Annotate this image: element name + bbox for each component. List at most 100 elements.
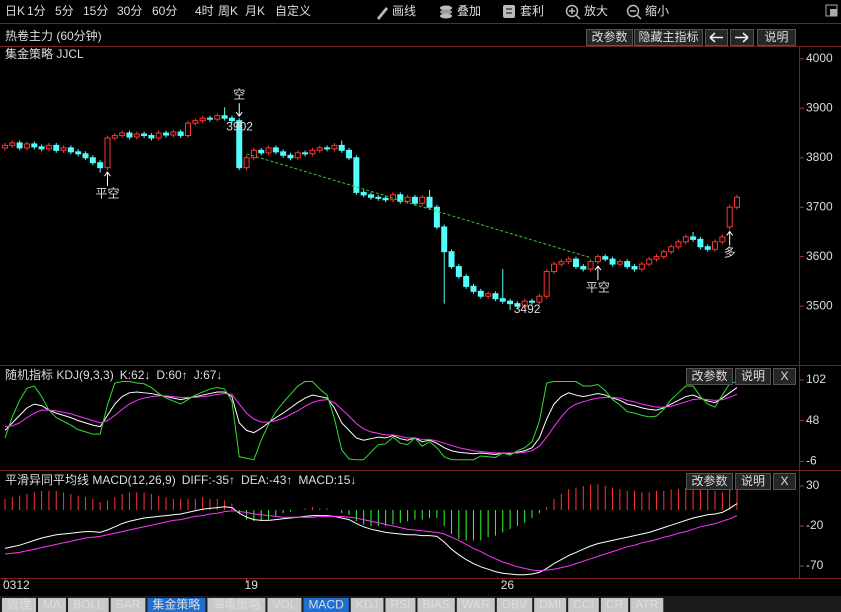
legend-entry: MACD:15↓ — [298, 473, 356, 487]
candle-body — [631, 266, 638, 270]
period-tab[interactable]: 30分 — [117, 4, 142, 18]
indicator-tab[interactable] — [600, 598, 629, 612]
period-tab[interactable]: 60分 — [152, 4, 177, 18]
period-tab[interactable]: 5分 — [55, 4, 74, 18]
tab-label[interactable]: VOL — [272, 598, 296, 612]
tab-label[interactable]: MACD — [308, 598, 344, 612]
tab-label[interactable]: DMI — [539, 598, 561, 612]
tab-label[interactable]: SAR — [116, 598, 141, 612]
button-label[interactable]: 改参数 — [691, 473, 727, 488]
indicator-tab[interactable] — [110, 598, 146, 612]
toolbar-right-icon[interactable] — [825, 4, 838, 17]
indicator-tab[interactable] — [303, 598, 349, 612]
button-label[interactable]: 隐藏主指标 — [638, 29, 698, 44]
candle-body — [221, 115, 228, 119]
indicator-tab[interactable] — [350, 598, 384, 612]
tab-label[interactable]: W&R — [462, 598, 490, 612]
button-label[interactable]: 改参数 — [591, 29, 627, 44]
header-button[interactable] — [634, 29, 703, 46]
candle-body — [624, 261, 631, 268]
indicator-tab[interactable] — [568, 598, 599, 612]
tab-label[interactable]: RSI — [390, 598, 410, 612]
header-button[interactable] — [735, 473, 771, 490]
tab-label[interactable]: BIAS — [422, 598, 449, 612]
tool-icon[interactable] — [440, 5, 452, 19]
indicator-tab[interactable] — [630, 598, 664, 612]
indicator-tab[interactable] — [385, 598, 416, 612]
period-tab[interactable]: 15分 — [83, 4, 108, 18]
candle-body — [426, 196, 433, 208]
icon-part — [440, 5, 452, 11]
indicator-tab[interactable] — [496, 598, 533, 612]
candle-body — [690, 236, 697, 240]
indicator-tab[interactable] — [417, 598, 455, 612]
tab-label[interactable]: CCI — [573, 598, 594, 612]
button-label[interactable]: 说明 — [764, 29, 788, 44]
candle-body — [404, 196, 411, 202]
button-label[interactable]: X — [780, 369, 788, 383]
period-tab[interactable]: 周K — [218, 4, 238, 18]
candle-body — [23, 143, 30, 149]
tab-label[interactable]: ATR — [635, 598, 658, 612]
header-button[interactable] — [773, 473, 796, 490]
indicator-tab[interactable] — [68, 598, 109, 612]
indicator-tab[interactable] — [267, 598, 302, 612]
period-tab[interactable]: 4时 — [195, 4, 214, 18]
tool-icon[interactable] — [377, 7, 388, 20]
tool-label[interactable]: 缩小 — [645, 3, 669, 18]
candle-body — [272, 147, 279, 153]
header-button[interactable] — [586, 29, 633, 46]
tool-label[interactable]: 画线 — [392, 4, 416, 18]
header-button[interactable] — [757, 29, 796, 46]
indicator-tab[interactable] — [534, 598, 567, 612]
signal-arrow — [594, 265, 602, 281]
candle-body — [206, 117, 213, 120]
candle-body — [587, 261, 594, 270]
button-label[interactable]: 说明 — [741, 368, 765, 383]
tool-label[interactable]: 套利 — [520, 4, 544, 18]
tab-label[interactable]: KDJ — [356, 598, 379, 612]
period-tab[interactable]: 1分 — [27, 4, 46, 18]
signal-label: 平空 — [586, 280, 610, 294]
tool-label[interactable]: 叠加 — [457, 4, 481, 18]
header-button[interactable] — [735, 368, 771, 385]
candle-body — [302, 152, 309, 155]
header-button[interactable] — [686, 368, 733, 385]
candle-body — [368, 194, 374, 198]
tool-icon[interactable] — [626, 4, 642, 20]
tab-label[interactable]: BOLL — [73, 598, 104, 612]
indicator-tab[interactable] — [38, 598, 67, 612]
tab-label[interactable]: OBV — [502, 598, 527, 612]
button-label[interactable]: 改参数 — [691, 368, 727, 383]
tab-label[interactable]: 海龟策略 — [212, 597, 260, 612]
header-button[interactable] — [686, 473, 733, 490]
candle-body — [126, 132, 133, 138]
icon-part — [569, 8, 581, 20]
tool-label[interactable]: 放大 — [584, 3, 608, 18]
candle-body — [682, 236, 689, 243]
candle-body — [616, 261, 623, 265]
icon-part — [440, 13, 452, 19]
header-button[interactable] — [773, 368, 796, 385]
button-label[interactable]: 说明 — [741, 473, 765, 488]
tab-label[interactable]: 管理 — [7, 597, 31, 612]
button-label[interactable]: X — [780, 474, 788, 488]
period-tab[interactable]: 月K — [245, 4, 265, 18]
period-tab[interactable]: 自定义 — [275, 3, 311, 18]
period-tab[interactable]: 日K — [5, 4, 25, 18]
tab-label[interactable]: MA — [43, 598, 61, 612]
candle-body — [170, 131, 177, 136]
tab-label[interactable]: CR — [606, 598, 624, 612]
indicator-tab[interactable] — [2, 598, 37, 612]
tab-label[interactable]: 集金策略 — [152, 597, 200, 612]
tool-icon[interactable] — [565, 4, 581, 20]
indicator-tab[interactable] — [147, 598, 206, 612]
arrow-buttons — [705, 29, 754, 46]
tool-icon[interactable] — [503, 5, 515, 18]
candle-body — [177, 131, 184, 137]
indicator-tab[interactable] — [456, 598, 495, 612]
candle-body — [353, 157, 360, 193]
candle-body — [346, 149, 353, 159]
indicator-tab[interactable] — [207, 598, 266, 612]
